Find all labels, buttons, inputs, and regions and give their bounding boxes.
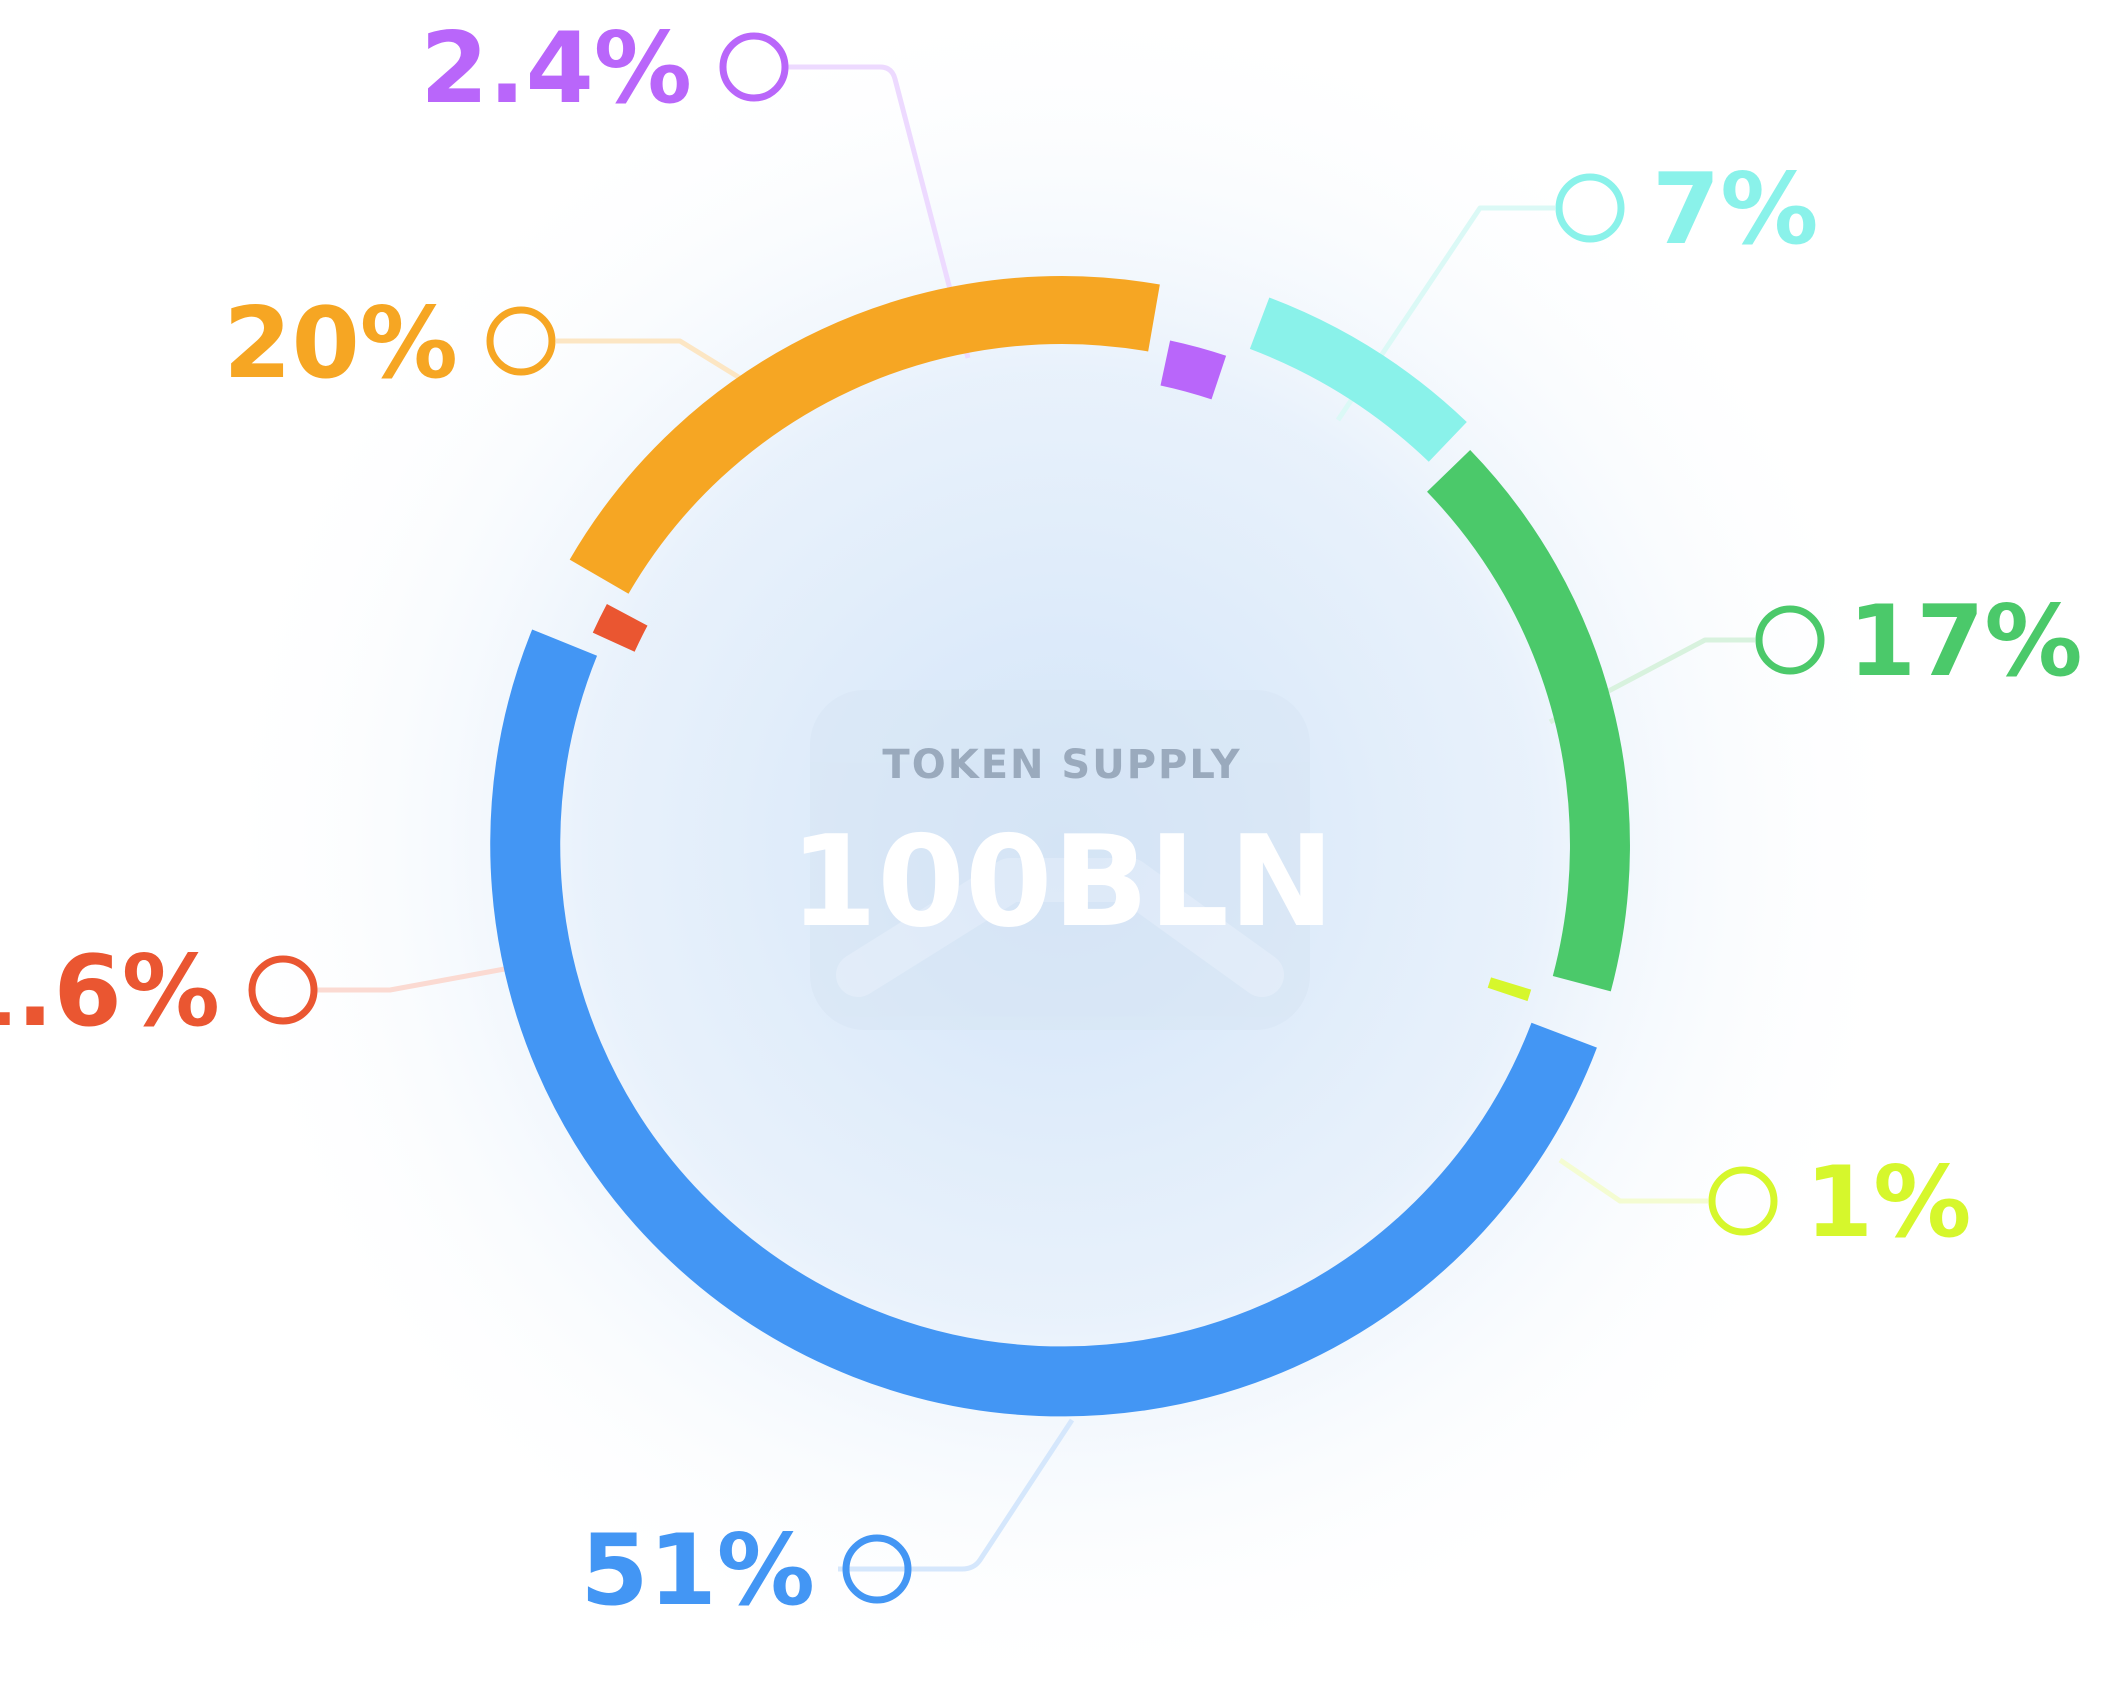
slice-arc-orange [569,276,1160,594]
leader-line-blue [838,1418,1075,1572]
watermark-logo [810,690,1310,1030]
slice-label-lime: 1% [1805,1146,1971,1260]
leader-line-red [312,965,511,993]
slice-arc-red [592,603,648,652]
center-value: 100BLN [790,808,1335,955]
leader-line-purple [788,64,971,359]
marker-blue [842,1534,912,1604]
slice-labels: 2.4% 20% 7% 17% 1.6% 1% 51% [0,12,2083,1628]
slice-label-red: 1.6% [0,935,220,1049]
slice-arc-cyan [1249,297,1467,462]
marker-circles [248,32,1825,1604]
marker-red [248,955,318,1025]
slice-label-blue: 51% [580,1514,815,1628]
marker-green [1755,605,1825,675]
slice-arc-purple [1160,340,1227,400]
leader-line-cyan [1335,205,1555,422]
slice-label-purple: 2.4% [420,12,692,126]
slice-label-cyan: 7% [1652,153,1818,267]
slice-label-green: 17% [1848,585,2083,699]
slice-label-orange: 20% [223,287,458,401]
marker-lime [1708,1166,1778,1236]
marker-cyan [1555,173,1625,243]
marker-orange [486,306,556,376]
slice-arc-lime [1487,977,1532,1002]
center-title: TOKEN SUPPLY [882,742,1241,788]
leader-lines [312,64,1755,1572]
donut-arcs [490,276,1630,1417]
slice-arc-blue [490,629,1597,1417]
leader-line-orange [556,338,742,381]
leader-line-lime [1558,1157,1708,1204]
slice-arc-green [1427,450,1630,992]
marker-purple [719,32,789,102]
